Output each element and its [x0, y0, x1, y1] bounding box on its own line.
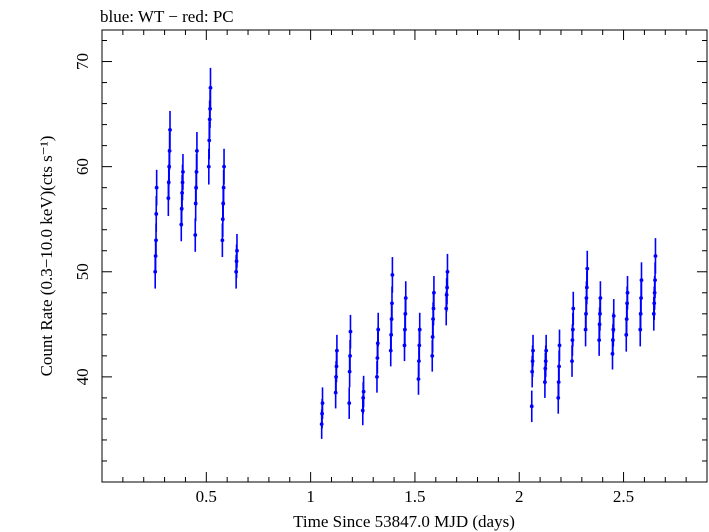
data-point — [529, 404, 534, 409]
data-point — [222, 164, 226, 169]
data-point — [403, 296, 408, 300]
data-series-wt — [153, 67, 658, 439]
x-tick-label: 1.5 — [404, 487, 425, 506]
data-point — [544, 348, 549, 353]
data-point — [611, 314, 616, 318]
data-point — [445, 269, 450, 274]
y-tick-label: 70 — [73, 53, 92, 70]
data-point — [570, 327, 575, 332]
data-point — [531, 348, 535, 353]
data-point — [194, 170, 199, 174]
data-point — [235, 248, 239, 253]
data-point — [430, 335, 435, 339]
data-point — [557, 343, 562, 348]
x-axis-label: Time Since 53847.0 MJD (days) — [293, 512, 515, 531]
data-point — [208, 85, 213, 90]
data-point — [653, 254, 658, 258]
data-point — [195, 148, 199, 153]
data-point — [348, 353, 352, 358]
x-tick-label: 0.5 — [196, 487, 217, 506]
data-point — [208, 106, 212, 111]
data-point — [390, 273, 395, 277]
data-point — [181, 170, 185, 174]
data-point — [585, 266, 590, 271]
data-point — [347, 401, 352, 406]
data-point — [570, 359, 574, 364]
x-tick-label: 2 — [515, 487, 524, 506]
data-point — [361, 389, 366, 394]
x-tick-label: 1 — [306, 487, 315, 506]
data-point — [416, 377, 421, 381]
chart-title: blue: WT − red: PC — [100, 7, 234, 26]
data-point — [206, 164, 211, 169]
y-axis-label: Count Rate (0.3−10.0 keV)(cts s⁻¹) — [37, 136, 56, 377]
data-point — [220, 238, 225, 243]
plot-frame — [101, 29, 708, 483]
data-point — [417, 327, 422, 332]
data-point — [221, 185, 226, 190]
y-tick-label: 40 — [73, 368, 92, 385]
data-point — [154, 185, 159, 190]
data-point — [335, 348, 339, 353]
y-tick-label: 60 — [73, 158, 92, 175]
data-point — [432, 290, 436, 295]
data-point — [390, 301, 394, 306]
data-point — [320, 401, 325, 406]
data-point — [167, 148, 172, 153]
data-point — [154, 238, 158, 243]
data-point — [168, 127, 172, 132]
data-point — [375, 374, 379, 379]
data-point — [584, 285, 589, 290]
y-tick-label: 50 — [73, 263, 92, 280]
data-point — [207, 138, 212, 143]
data-point — [376, 327, 381, 332]
data-point — [154, 212, 159, 216]
x-tick-label: 2.5 — [613, 487, 634, 506]
data-point — [193, 233, 198, 237]
data-point — [557, 364, 561, 369]
data-point — [598, 296, 603, 300]
axis-ticks: 0.5 1 1.5 2 2.5 40 50 60 70 — [73, 30, 707, 506]
data-point — [625, 290, 630, 295]
data-point — [348, 329, 353, 334]
data-point — [571, 306, 576, 311]
data-point — [639, 278, 644, 283]
data-point — [653, 278, 657, 283]
data-point — [430, 353, 435, 358]
